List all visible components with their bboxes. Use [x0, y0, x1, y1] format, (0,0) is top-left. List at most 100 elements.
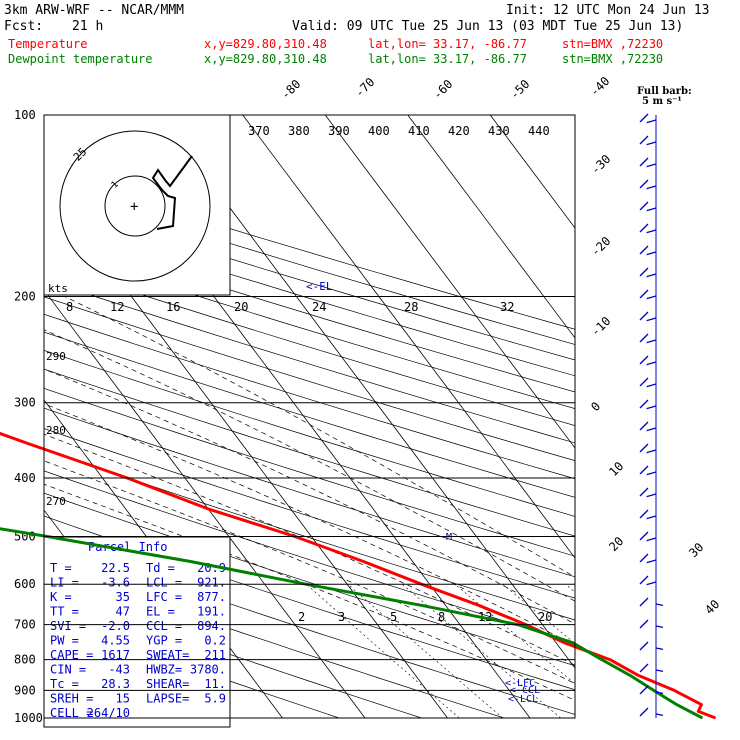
dry-adiabat-line: [44, 115, 575, 718]
pressure-label: 300: [14, 396, 36, 410]
dry-adiabat-label: 430: [488, 124, 510, 138]
parcel-info-rows: T = 22.5 Td = 20.9LI = -3.6 LCL = 921.K = 35 LFC…: [50, 561, 226, 720]
wind-barb: [646, 383, 657, 388]
wind-barb-flag: [639, 399, 649, 409]
wind-barb-flag: [639, 443, 649, 453]
wind-barb: [655, 603, 664, 607]
wind-barb: [646, 427, 657, 432]
mixing-ratio-label: 20: [538, 610, 552, 624]
parcel-info-cell: CCL =: [146, 619, 182, 633]
isotherm-label: -60: [430, 77, 455, 102]
isotherm-label: -20: [588, 234, 613, 259]
dry-adiabat-label: 390: [328, 124, 350, 138]
wind-barb: [646, 141, 657, 146]
parcel-info-cell: -3.6: [101, 576, 130, 590]
wind-barb-flag: [639, 311, 649, 321]
mixing-ratio-label: 20: [234, 300, 248, 314]
wind-barbs: [639, 113, 664, 718]
theta-label: 280: [46, 424, 66, 437]
hodograph-center-mark: +: [130, 199, 138, 215]
wind-barb: [655, 669, 664, 673]
wind-barb-flag: [639, 575, 649, 585]
dry-adiabat-label: 420: [448, 124, 470, 138]
parcel-info-cell: SVI =: [50, 619, 86, 633]
wind-barb: [646, 119, 657, 124]
isotherm-label: 20: [606, 534, 626, 554]
pressure-label: 900: [14, 683, 36, 697]
wind-barb: [646, 273, 657, 278]
wind-barb-flag: [639, 113, 649, 123]
dry-adiabat-line: [44, 115, 575, 718]
barb-key-title: Full barb:: [637, 86, 692, 97]
pressure-label: 200: [14, 290, 36, 304]
mixing-ratio-label: 8: [66, 300, 73, 314]
hodograph-units-label: kts: [48, 282, 68, 295]
isotherm-label: 40: [702, 597, 722, 617]
wind-barb-flag: [639, 245, 649, 255]
wind-barb: [646, 229, 657, 234]
parcel-info-cell: T =: [50, 561, 72, 575]
dry-adiabat-line: [44, 115, 505, 718]
wind-barb-flag: [639, 597, 649, 607]
wind-barb-flag: [639, 641, 649, 651]
isotherm-line: [44, 115, 366, 718]
dewpoint-profile: [0, 527, 704, 720]
parcel-info-cell: SREH =: [50, 692, 93, 706]
mixing-ratio-line: [454, 583, 575, 718]
mixing-ratio-label: 32: [500, 300, 514, 314]
parcel-info-frame: [43, 536, 231, 728]
isotherm-label: -40: [587, 74, 612, 99]
dry-adiabat-label: 370: [248, 124, 270, 138]
wind-barb: [646, 251, 657, 256]
parcel-info-cell: 35: [116, 590, 130, 604]
wind-barb: [646, 471, 657, 476]
parcel-info-cell: 4.55: [101, 634, 130, 648]
lcl-marker: <-LCL: [508, 694, 538, 705]
hodograph-ring-inner: [104, 175, 166, 237]
parcel-info-cell: 1617: [101, 648, 130, 662]
dry-adiabat-line: [44, 115, 575, 718]
dry-adiabat-line: [44, 115, 575, 718]
isotherm-label: -50: [507, 77, 532, 102]
parcel-info-cell: YGP =: [146, 634, 182, 648]
isotherm-line: [324, 115, 575, 718]
theta-label: 270: [46, 495, 66, 508]
dry-adiabat-line: [44, 115, 575, 718]
parcel-info-cell: Tc =: [50, 677, 79, 691]
wind-barb: [646, 559, 657, 564]
isotherm-line: [159, 115, 575, 718]
isotherm-label: 10: [606, 459, 626, 479]
wind-barb-flag: [639, 333, 649, 343]
wind-barb-flag: [639, 509, 649, 519]
parcel-info-cell: EL =: [146, 605, 175, 619]
theta-label: 290: [46, 350, 66, 363]
plot-grid: [44, 115, 575, 718]
isotherm-label: -70: [352, 75, 377, 100]
moist-adiabat-line: [64, 296, 575, 718]
wind-barb-flag: [639, 201, 649, 211]
mixing-ratio-label: 16: [166, 300, 180, 314]
parcel-info-cell: 3780.: [190, 663, 226, 677]
mixing-ratio-label: 3: [338, 610, 345, 624]
pressure-label: 1000: [14, 711, 43, 725]
mixing-ratio-label: 12: [110, 300, 124, 314]
moist-adiabat-line: [44, 296, 575, 718]
mixing-ratio-label: 8: [438, 610, 445, 624]
dry-adiabat-line: [44, 115, 575, 718]
parcel-info-cell: SHEAR=: [146, 677, 189, 691]
parcel-info-cell: 894.: [197, 619, 226, 633]
hodograph-ring-outer: [59, 130, 211, 282]
legend-temperature-label: Temperature: [8, 37, 87, 51]
pressure-label: 100: [14, 108, 36, 122]
parcel-info-cell: CAPE =: [50, 648, 93, 662]
parcel-info-cell: LI =: [50, 576, 79, 590]
mixing-ratio-label: 5: [390, 610, 397, 624]
wind-barb: [646, 493, 657, 498]
wind-barb: [655, 625, 664, 629]
hodograph-inner-label: 1: [110, 180, 121, 191]
wind-barb: [646, 317, 657, 322]
wind-barb: [655, 713, 664, 717]
parcel-info-cell: -2.0: [101, 619, 130, 633]
wind-barb-flag: [639, 135, 649, 145]
